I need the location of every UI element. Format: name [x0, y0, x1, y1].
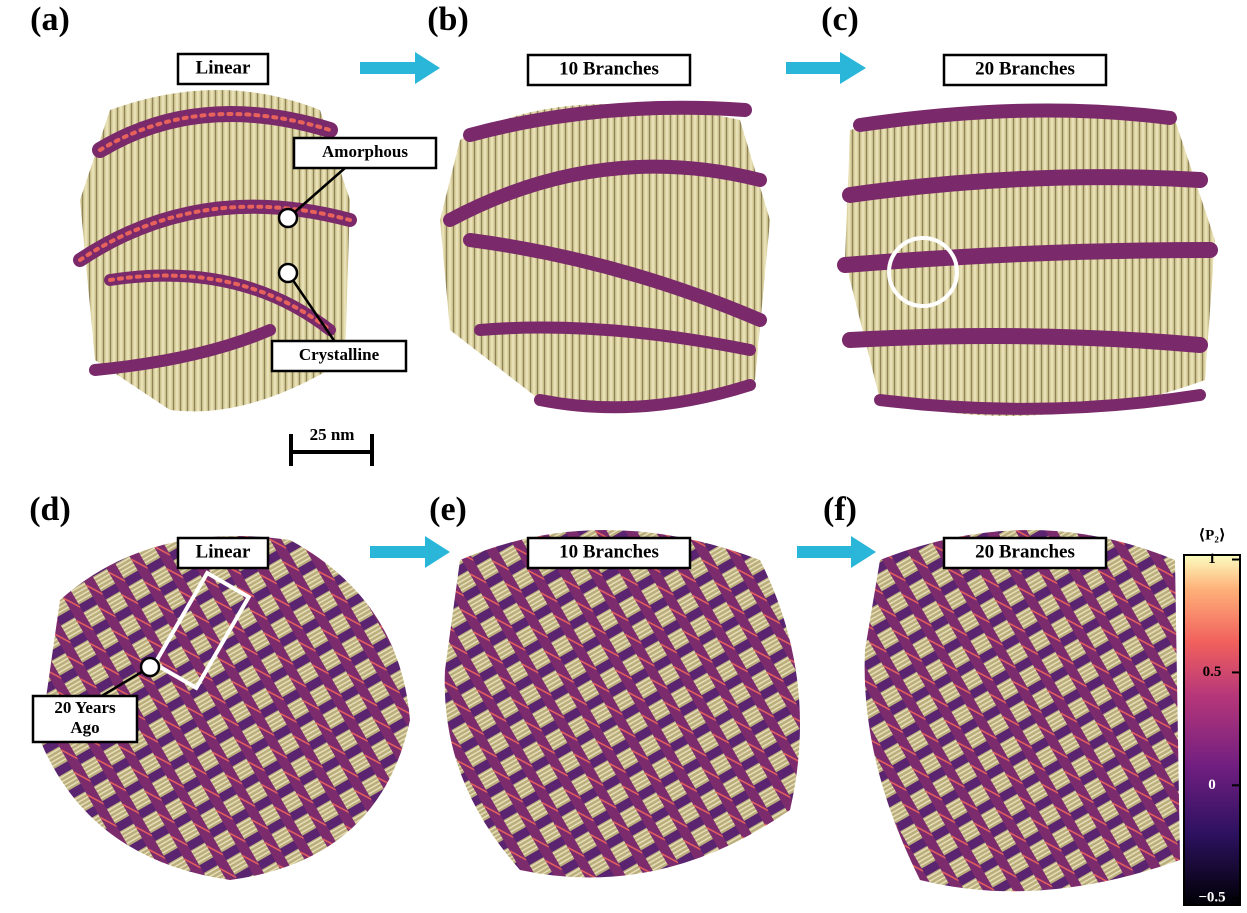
- tag: 20 Branches: [975, 58, 1075, 79]
- tag: 10 Branches: [559, 541, 659, 562]
- colorbar-gradient: [1184, 555, 1240, 905]
- colorbar-tick-label: 0: [1208, 777, 1216, 793]
- figure: (a) (b) (c) (d) (e) (f) Linear 10 Branch…: [0, 0, 1247, 913]
- tag: 10 Branches: [559, 58, 659, 79]
- colorbar-tick-label: 0.5: [1203, 664, 1222, 680]
- panel-label: (e): [429, 491, 467, 528]
- panel-label: (a): [30, 1, 70, 38]
- tag: 20 Branches: [975, 541, 1075, 562]
- annotation: Crystalline: [299, 345, 380, 364]
- panel-label: (f): [823, 491, 857, 528]
- panel-label: (d): [29, 491, 71, 528]
- colorbar-tick-label: 1: [1208, 551, 1216, 567]
- colorbar-tick-label: −0.5: [1198, 890, 1225, 906]
- render-b: [440, 104, 770, 411]
- annotation: Amorphous: [322, 142, 408, 161]
- panel-label: (b): [427, 1, 469, 38]
- colorbar-label: ⟨P₂⟩: [1198, 527, 1225, 543]
- scale-bar-label: 25 nm: [310, 425, 355, 444]
- render-f: [865, 530, 1180, 891]
- render-e: [445, 530, 800, 878]
- tag: Linear: [196, 57, 251, 78]
- render-c: [845, 110, 1215, 416]
- panel-label: (c): [821, 1, 859, 38]
- tag: Linear: [196, 541, 251, 562]
- annotation: Ago: [70, 718, 99, 737]
- colorbar: ⟨P₂⟩ 1 0.5 0 −0.5: [1184, 527, 1240, 905]
- annotation: 20 Years: [54, 698, 116, 717]
